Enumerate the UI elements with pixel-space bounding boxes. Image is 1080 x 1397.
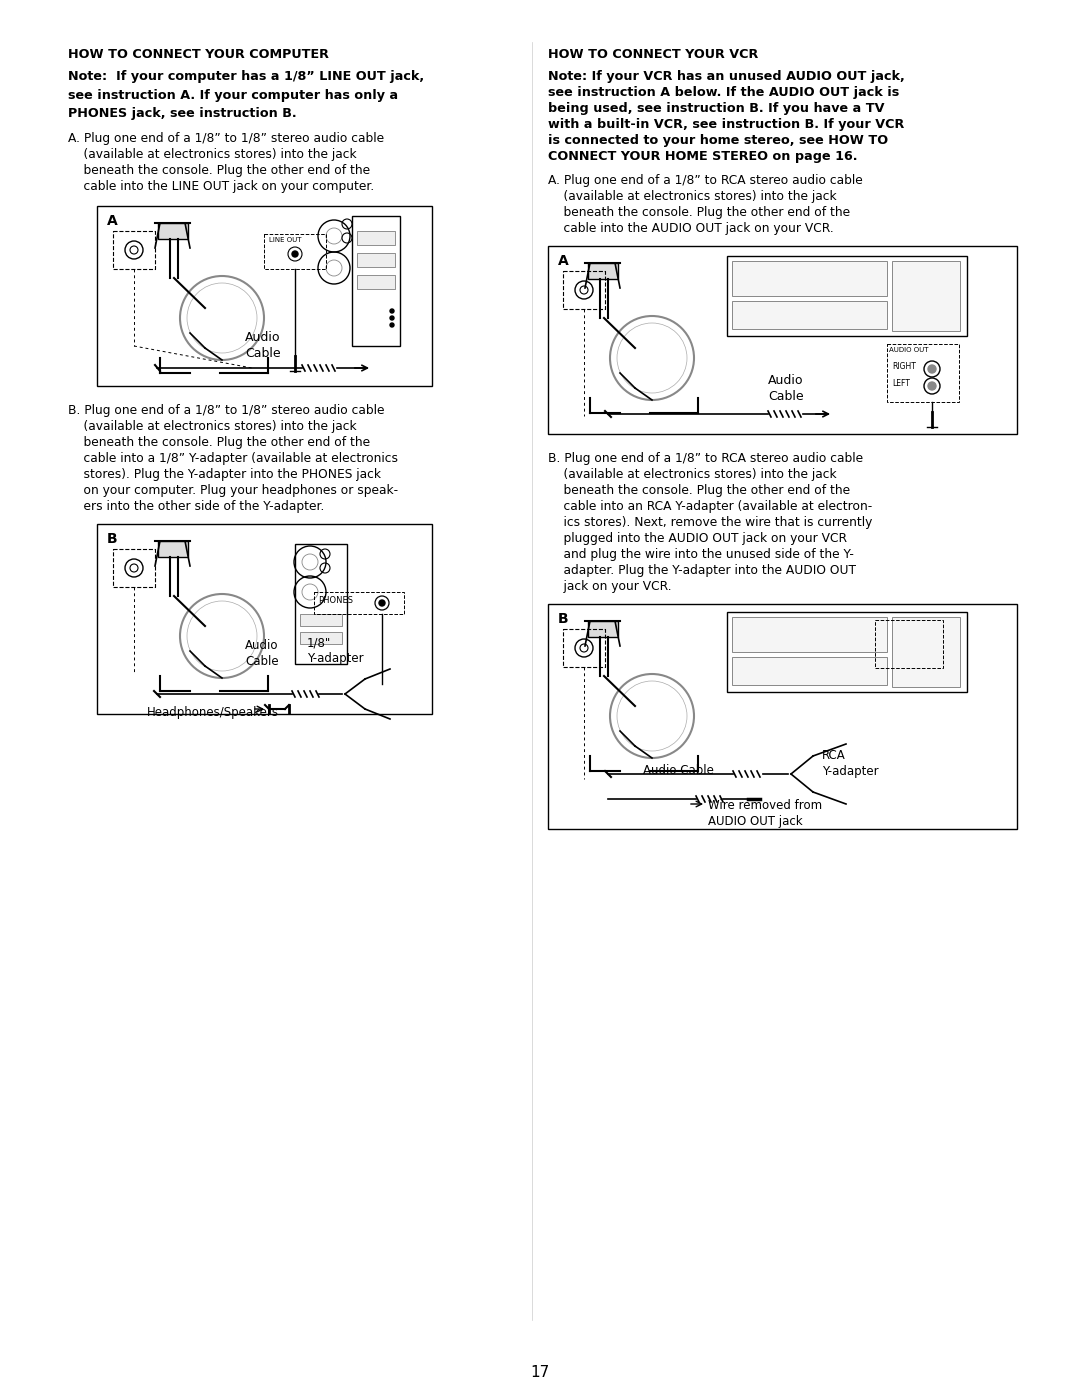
- Bar: [563, 629, 605, 666]
- Text: Note: If your VCR has an unused AUDIO OUT jack,: Note: If your VCR has an unused AUDIO OU…: [548, 70, 905, 82]
- Bar: [357, 253, 395, 267]
- Text: and plug the wire into the unused side of the Y-: and plug the wire into the unused side o…: [548, 548, 854, 562]
- Text: CONNECT YOUR HOME STEREO on page 16.: CONNECT YOUR HOME STEREO on page 16.: [548, 149, 858, 163]
- Bar: [548, 246, 1017, 434]
- Bar: [300, 615, 342, 626]
- Text: cable into a 1/8” Y-adapter (available at electronics: cable into a 1/8” Y-adapter (available a…: [68, 453, 399, 465]
- Bar: [732, 261, 887, 296]
- Text: B. Plug one end of a 1/8” to 1/8” stereo audio cable: B. Plug one end of a 1/8” to 1/8” stereo…: [68, 404, 384, 416]
- Circle shape: [292, 251, 298, 257]
- Bar: [732, 617, 887, 652]
- Text: beneath the console. Plug the other end of the: beneath the console. Plug the other end …: [68, 436, 370, 448]
- Text: jack on your VCR.: jack on your VCR.: [548, 580, 672, 592]
- Text: beneath the console. Plug the other end of the: beneath the console. Plug the other end …: [68, 163, 370, 177]
- Bar: [295, 543, 347, 664]
- Text: 17: 17: [530, 1365, 550, 1380]
- Text: (available at electronics stores) into the jack: (available at electronics stores) into t…: [68, 420, 356, 433]
- Bar: [563, 271, 605, 309]
- Text: PHONES: PHONES: [318, 597, 353, 605]
- Text: Headphones/Speakers: Headphones/Speakers: [147, 705, 279, 719]
- Text: (available at electronics stores) into the jack: (available at electronics stores) into t…: [68, 148, 356, 161]
- Text: B. Plug one end of a 1/8” to RCA stereo audio cable: B. Plug one end of a 1/8” to RCA stereo …: [548, 453, 863, 465]
- Bar: [264, 235, 326, 270]
- Text: AUDIO OUT: AUDIO OUT: [889, 346, 929, 353]
- Bar: [352, 217, 400, 346]
- Text: ics stores). Next, remove the wire that is currently: ics stores). Next, remove the wire that …: [548, 515, 873, 529]
- Text: ers into the other side of the Y-adapter.: ers into the other side of the Y-adapter…: [68, 500, 324, 513]
- Text: A: A: [558, 254, 569, 268]
- Bar: [892, 261, 960, 331]
- Text: cable into the LINE OUT jack on your computer.: cable into the LINE OUT jack on your com…: [68, 180, 375, 193]
- Bar: [892, 617, 960, 687]
- Bar: [113, 231, 156, 270]
- Circle shape: [390, 323, 394, 327]
- Text: LINE OUT: LINE OUT: [269, 237, 301, 243]
- Bar: [875, 620, 943, 668]
- Text: LEFT: LEFT: [892, 379, 909, 388]
- Bar: [357, 231, 395, 244]
- Text: Audio Cable: Audio Cable: [643, 764, 714, 777]
- Text: HOW TO CONNECT YOUR COMPUTER: HOW TO CONNECT YOUR COMPUTER: [68, 47, 329, 61]
- Text: A. Plug one end of a 1/8” to RCA stereo audio cable: A. Plug one end of a 1/8” to RCA stereo …: [548, 175, 863, 187]
- Circle shape: [928, 381, 936, 390]
- Text: beneath the console. Plug the other end of the: beneath the console. Plug the other end …: [548, 205, 850, 219]
- Bar: [732, 300, 887, 330]
- Bar: [357, 275, 395, 289]
- Bar: [727, 612, 967, 692]
- Bar: [97, 524, 432, 714]
- Bar: [588, 622, 618, 637]
- Text: see instruction A below. If the AUDIO OUT jack is: see instruction A below. If the AUDIO OU…: [548, 87, 900, 99]
- Text: Audio
Cable: Audio Cable: [245, 638, 279, 668]
- Bar: [158, 541, 188, 557]
- Text: is connected to your home stereo, see HOW TO: is connected to your home stereo, see HO…: [548, 134, 888, 147]
- Text: A. Plug one end of a 1/8” to 1/8” stereo audio cable: A. Plug one end of a 1/8” to 1/8” stereo…: [68, 131, 384, 145]
- Bar: [113, 549, 156, 587]
- Text: Audio
Cable: Audio Cable: [245, 331, 281, 360]
- Text: being used, see instruction B. If you have a TV: being used, see instruction B. If you ha…: [548, 102, 885, 115]
- Bar: [732, 657, 887, 685]
- Text: B: B: [107, 532, 118, 546]
- Bar: [727, 256, 967, 337]
- Circle shape: [928, 365, 936, 373]
- Circle shape: [379, 599, 384, 606]
- Text: Wire removed from
AUDIO OUT jack: Wire removed from AUDIO OUT jack: [708, 799, 822, 828]
- Text: with a built-in VCR, see instruction B. If your VCR: with a built-in VCR, see instruction B. …: [548, 117, 904, 131]
- Bar: [97, 205, 432, 386]
- Bar: [300, 631, 342, 644]
- Text: A: A: [107, 214, 118, 228]
- Text: stores). Plug the Y-adapter into the PHONES jack: stores). Plug the Y-adapter into the PHO…: [68, 468, 381, 481]
- Text: 1/8"
Y-adapter: 1/8" Y-adapter: [307, 636, 364, 665]
- Text: RCA
Y-adapter: RCA Y-adapter: [822, 749, 879, 778]
- Text: Audio
Cable: Audio Cable: [768, 374, 804, 402]
- Text: beneath the console. Plug the other end of the: beneath the console. Plug the other end …: [548, 483, 850, 497]
- Text: B: B: [558, 612, 569, 626]
- Text: cable into the AUDIO OUT jack on your VCR.: cable into the AUDIO OUT jack on your VC…: [548, 222, 834, 235]
- Text: HOW TO CONNECT YOUR VCR: HOW TO CONNECT YOUR VCR: [548, 47, 758, 61]
- Circle shape: [390, 316, 394, 320]
- Text: cable into an RCA Y-adapter (available at electron-: cable into an RCA Y-adapter (available a…: [548, 500, 873, 513]
- Bar: [314, 592, 404, 615]
- Text: (available at electronics stores) into the jack: (available at electronics stores) into t…: [548, 190, 837, 203]
- Bar: [158, 224, 188, 239]
- Text: Note:  If your computer has a 1/8” LINE OUT jack,
see instruction A. If your com: Note: If your computer has a 1/8” LINE O…: [68, 70, 424, 120]
- Text: adapter. Plug the Y-adapter into the AUDIO OUT: adapter. Plug the Y-adapter into the AUD…: [548, 564, 856, 577]
- Bar: [548, 604, 1017, 828]
- Text: on your computer. Plug your headphones or speak-: on your computer. Plug your headphones o…: [68, 483, 399, 497]
- Circle shape: [390, 309, 394, 313]
- Text: (available at electronics stores) into the jack: (available at electronics stores) into t…: [548, 468, 837, 481]
- Text: RIGHT: RIGHT: [892, 362, 916, 372]
- Bar: [588, 263, 618, 279]
- Bar: [887, 344, 959, 402]
- Text: plugged into the AUDIO OUT jack on your VCR: plugged into the AUDIO OUT jack on your …: [548, 532, 847, 545]
